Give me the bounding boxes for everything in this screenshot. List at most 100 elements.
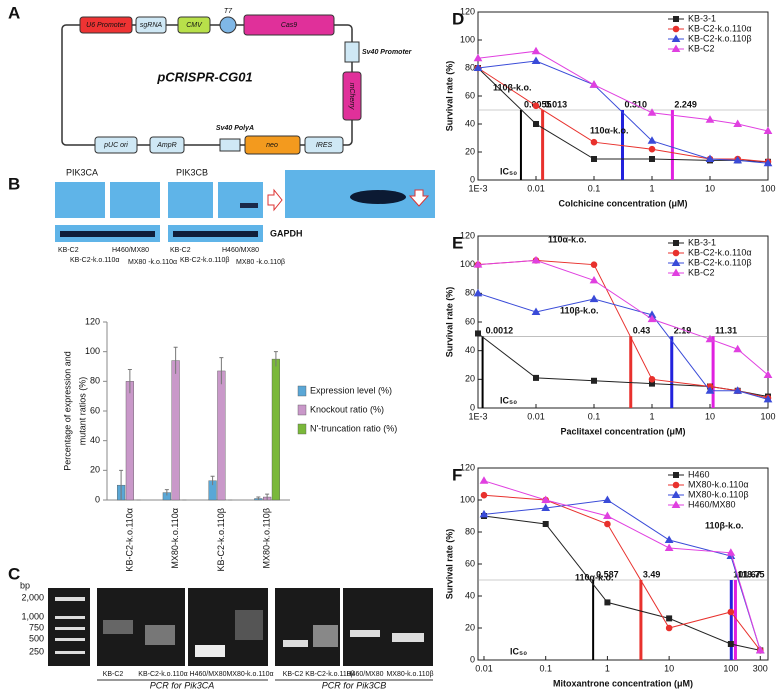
annotation: 110β-k.o. <box>705 520 744 530</box>
lane-label: MX80-k.o.110β <box>386 671 433 678</box>
legend-marker <box>672 481 680 489</box>
legend-swatch <box>297 404 307 416</box>
ladder-label: 750 <box>29 622 44 632</box>
feature <box>79 16 133 34</box>
feature <box>304 136 344 154</box>
annotation: IC₅₀ <box>500 166 517 176</box>
marker <box>473 288 483 297</box>
series-line <box>483 480 761 651</box>
lane-label: KB-C2 <box>103 671 124 678</box>
feature-label: AmpR <box>156 142 176 149</box>
lane-label: KB-C2-k.o.110β <box>305 671 354 678</box>
marker <box>733 386 743 394</box>
marker <box>541 503 551 511</box>
marker <box>591 156 597 162</box>
y-tick-label: 20 <box>465 622 475 632</box>
marker <box>763 158 773 167</box>
ic50-label: 11.31 <box>715 326 737 336</box>
x-tick-label: KB-C2-k.o.110β <box>216 508 226 572</box>
y-tick-label: 0 <box>470 402 475 412</box>
error-bar <box>256 496 261 500</box>
error-bar <box>119 469 124 500</box>
legend-marker <box>671 500 681 508</box>
legend-marker <box>672 249 680 257</box>
marker <box>603 511 612 519</box>
series-line <box>483 494 761 651</box>
marker <box>589 294 599 303</box>
lane-label: H460/MX80 <box>112 247 149 254</box>
feature-label: T7 <box>224 8 233 15</box>
marker <box>589 275 599 284</box>
annotation: 110α-k.o. <box>548 234 587 244</box>
x-tick-label: KB-C2-k.o.110α <box>124 508 134 572</box>
legend-marker <box>671 34 681 42</box>
blot <box>168 182 213 218</box>
marker <box>763 370 773 379</box>
y-tick-label: 40 <box>465 118 475 128</box>
marker <box>603 495 612 503</box>
x-tick-label: 1 <box>649 183 654 193</box>
y-tick-label: 60 <box>465 90 475 100</box>
marker <box>647 108 657 116</box>
blot <box>218 182 263 218</box>
blot-band <box>60 231 155 237</box>
marker <box>542 521 549 527</box>
marker <box>604 520 611 528</box>
feature <box>244 135 301 155</box>
group-label: PCR for Pik3CB <box>322 680 387 690</box>
series-line <box>477 333 769 398</box>
y-tick-label: 20 <box>465 146 475 156</box>
ic50-label: 0.43 <box>633 326 651 336</box>
marker <box>727 608 735 616</box>
panel-a: A U6 Promoter sgRNA CMV T7 Cas9 Sv40 Pro… <box>8 3 413 155</box>
blot-band <box>173 231 258 237</box>
y-tick-label: 100 <box>460 259 475 269</box>
lane-label: KB-C2-k.o.110β <box>180 257 229 264</box>
arrow <box>408 189 430 207</box>
marker <box>733 155 743 164</box>
lane-label: MX80 -k.o.110α <box>128 259 177 266</box>
bar <box>271 358 280 501</box>
panel-letter: C <box>8 564 20 583</box>
legend-marker <box>671 490 681 498</box>
marker <box>480 491 488 499</box>
marker <box>473 53 483 62</box>
y-tick-label: 120 <box>85 316 100 326</box>
ic50-label: 2.19 <box>674 326 692 336</box>
marker <box>533 374 539 381</box>
marker <box>590 138 598 146</box>
marker <box>590 261 598 268</box>
ic50-label: 0.310 <box>624 99 647 109</box>
y-tick-label: 120 <box>460 462 475 472</box>
legend-label: KB-C2-k.o.110α <box>688 23 752 33</box>
feature <box>219 16 237 34</box>
legend-label: KB-3-1 <box>688 13 716 23</box>
bar <box>171 360 180 501</box>
ladder-label: 2,000 <box>21 592 44 602</box>
marker <box>473 63 483 71</box>
feature <box>94 136 138 154</box>
marker <box>763 394 773 403</box>
panel-letter: F <box>452 465 462 484</box>
legend-label: KB-C2-k.o.110β <box>688 33 752 43</box>
error-bar <box>273 351 278 367</box>
y-tick-label: 100 <box>460 34 475 44</box>
annotation: 110β-k.o. <box>560 305 599 315</box>
gel-bands <box>55 597 424 657</box>
x-tick-label: MX80-k.o.110α <box>170 508 180 569</box>
lane-label: H460/MX80 <box>190 671 227 678</box>
feature-label: IRES <box>316 142 333 149</box>
lane-label: KB-C2-k.o.110α <box>138 671 187 678</box>
y-axis-label: mutant ratios (%) <box>77 377 87 446</box>
series-line <box>477 292 769 400</box>
error-bar <box>164 489 169 496</box>
legend-label: Expression level (%) <box>310 385 392 395</box>
legend-label: KB-C2 <box>688 267 715 277</box>
y-tick-label: 80 <box>465 288 475 298</box>
y-axis-label: Percentage of expression and <box>62 351 72 471</box>
panel-letter: A <box>8 3 20 22</box>
x-axis-label: Mitoxantrone concentration (μM) <box>553 678 693 688</box>
y-axis-label: Survival rate (%) <box>444 529 454 600</box>
marker <box>666 615 673 622</box>
